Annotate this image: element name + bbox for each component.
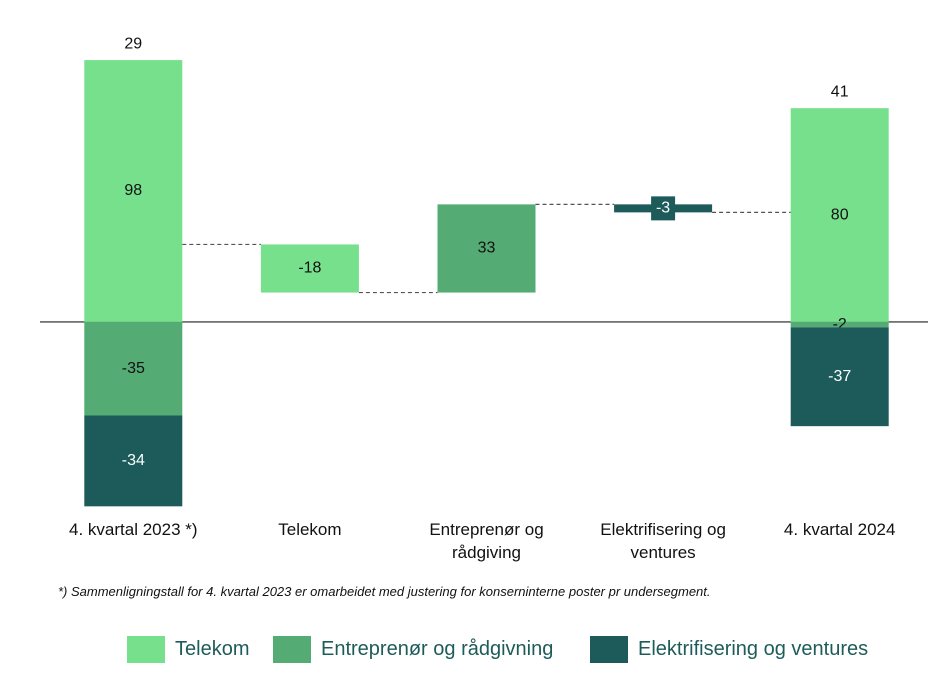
legend-label: Telekom: [175, 638, 250, 660]
value-label: 98: [124, 182, 142, 199]
legend-item: Entreprenør og rådgivning: [273, 636, 553, 663]
total-label: 41: [831, 83, 849, 100]
x-tick-label: Entreprenør og rådgiving: [429, 520, 544, 562]
legend-label: Elektrifisering og ventures: [638, 638, 869, 660]
change-bar: [437, 204, 536, 293]
value-label: -35: [122, 360, 145, 377]
value-label: -34: [122, 452, 145, 469]
bar-segment: [84, 60, 183, 322]
bar-segment: [790, 108, 889, 322]
legend-item: Telekom: [127, 636, 249, 663]
legend-swatch: [273, 636, 311, 663]
legend-swatch: [590, 636, 628, 663]
legend-swatch: [127, 636, 165, 663]
bar-segment: [84, 321, 183, 416]
footnote: *) Sammenligningstall for 4. kvartal 202…: [58, 584, 711, 599]
bar-segment: [790, 327, 889, 427]
x-tick-label: 4. kvartal 2023 *): [69, 520, 198, 539]
value-label: -37: [828, 368, 851, 385]
value-label: 80: [831, 206, 849, 223]
legend-label: Entreprenør og rådgivning: [321, 638, 554, 660]
x-tick-label: Elektrifisering og ventures: [600, 520, 726, 562]
bar-segment: [84, 415, 183, 507]
x-tick-label: 4. kvartal 2024: [783, 520, 896, 539]
legend-item: Elektrifisering og ventures: [590, 636, 868, 663]
value-label: 33: [478, 240, 496, 257]
label-box: [651, 196, 676, 221]
value-label: -3: [656, 200, 670, 217]
total-label: 29: [124, 35, 142, 52]
bar-segment: [790, 321, 889, 328]
change-bar: [260, 244, 359, 293]
value-label: -18: [298, 260, 321, 277]
x-tick-label: Telekom: [278, 520, 342, 539]
